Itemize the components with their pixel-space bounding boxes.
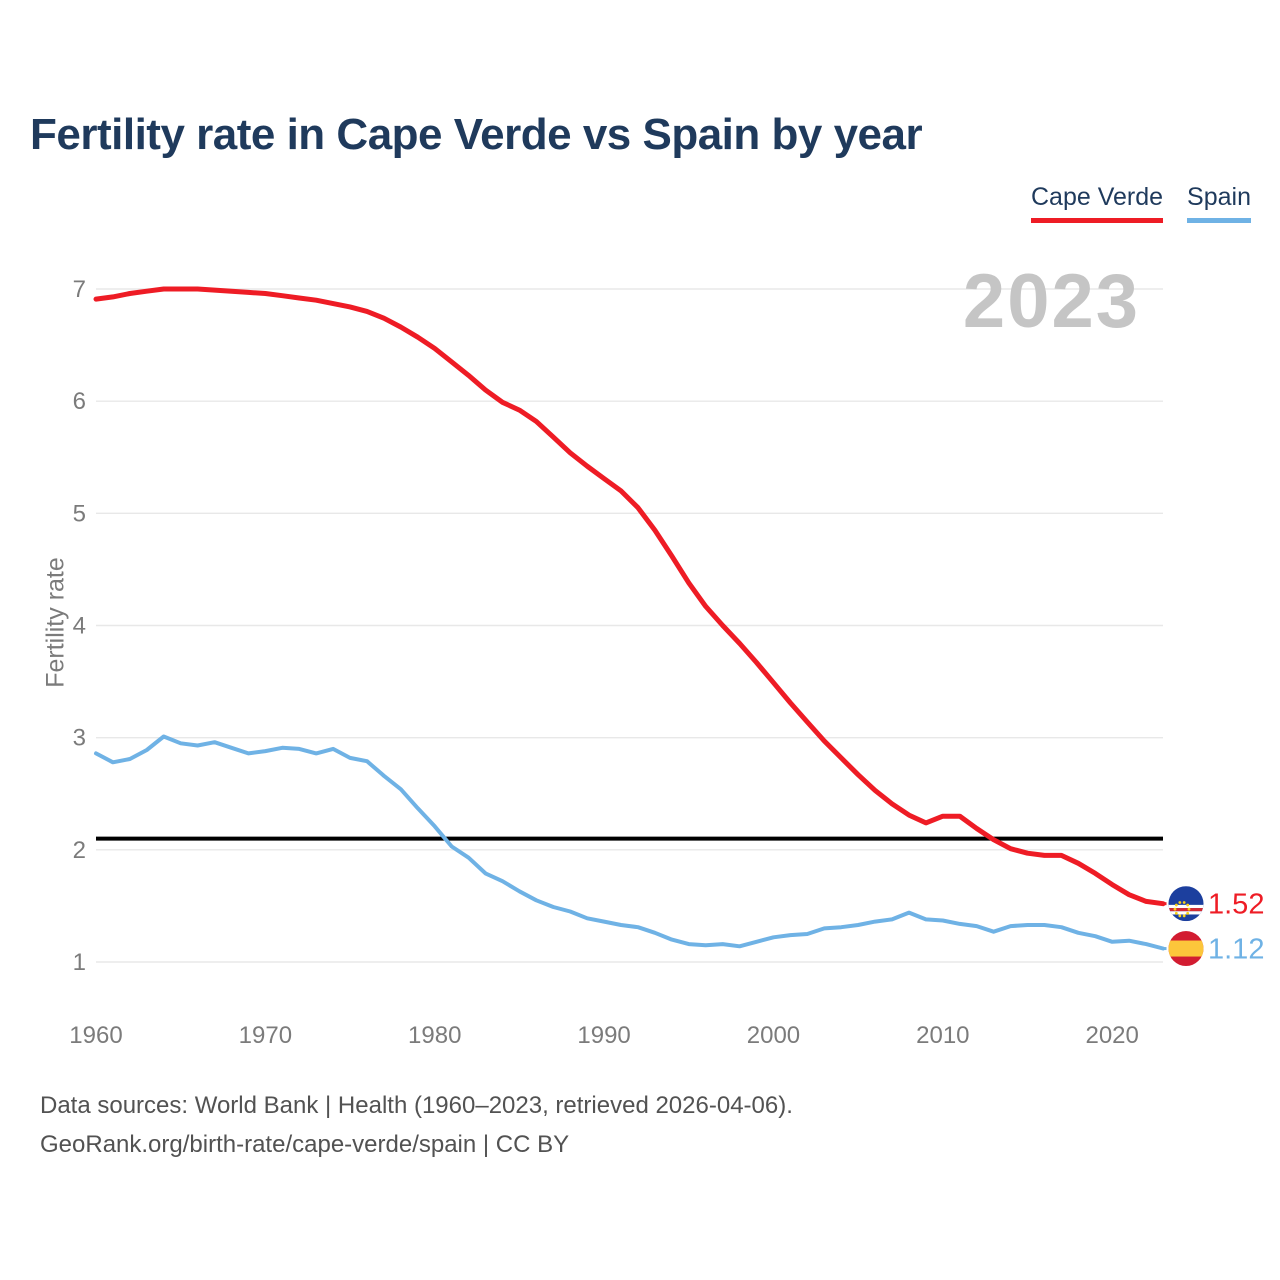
legend-item-cape-verde[interactable]: Cape Verde xyxy=(1031,183,1164,223)
watermark-year: 2023 xyxy=(962,259,1140,344)
spain-flag-icon xyxy=(1168,931,1204,967)
y-tick-label: 6 xyxy=(73,388,86,415)
legend: Cape Verde Spain xyxy=(1031,183,1251,223)
cape-verde-value-label: 1.52 xyxy=(1208,889,1264,921)
footer-data-sources: Data sources: World Bank | Health (1960–… xyxy=(40,1092,793,1119)
x-tick-label: 1980 xyxy=(408,1022,461,1049)
spain-line[interactable] xyxy=(94,734,1165,951)
y-tick-label: 5 xyxy=(73,500,86,527)
x-tick-label: 2020 xyxy=(1085,1022,1138,1049)
footer-attribution: GeoRank.org/birth-rate/cape-verde/spain … xyxy=(40,1131,570,1158)
x-tick-label: 1960 xyxy=(69,1022,122,1049)
legend-item-spain[interactable]: Spain xyxy=(1187,183,1251,223)
footer: Data sources: World Bank | Health (1960–… xyxy=(40,1086,793,1164)
cape-verde-line[interactable] xyxy=(93,286,1166,907)
page-title: Fertility rate in Cape Verde vs Spain by… xyxy=(30,110,923,159)
y-axis-title: Fertility rate xyxy=(41,557,70,688)
x-tick-label: 2000 xyxy=(747,1022,800,1049)
x-tick-label: 2010 xyxy=(916,1022,969,1049)
y-tick-label: 2 xyxy=(73,837,86,864)
x-tick-label: 1970 xyxy=(239,1022,292,1049)
cape-verde-flag-icon xyxy=(1168,886,1204,922)
y-tick-label: 3 xyxy=(73,725,86,752)
spain-value-label: 1.12 xyxy=(1208,934,1264,966)
y-tick-label: 1 xyxy=(73,949,86,976)
y-tick-label: 7 xyxy=(73,276,86,303)
y-tick-label: 4 xyxy=(73,613,86,640)
x-tick-label: 1990 xyxy=(577,1022,630,1049)
